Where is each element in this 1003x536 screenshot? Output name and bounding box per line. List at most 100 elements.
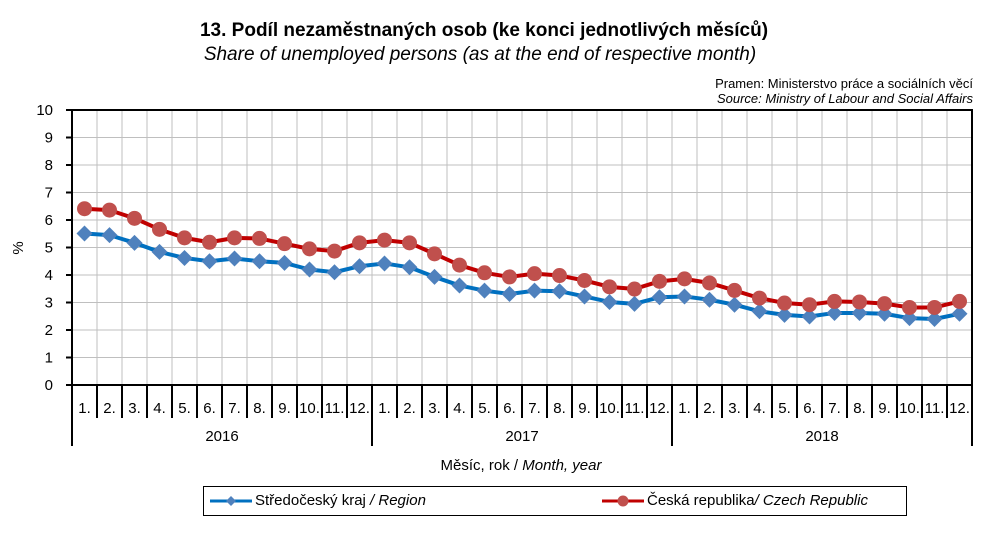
x-tick-label: 1. [78,400,91,417]
data-point-diamond [426,268,443,285]
y-tick-label: 2 [45,322,53,339]
x-tick-label: 2. [403,400,416,417]
x-tick-label: 9. [578,400,591,417]
data-point-circle [327,243,342,259]
y-tick-label: 7 [45,185,53,202]
x-tick-label: 12. [949,400,970,417]
x-tick-label: 4. [753,400,766,417]
data-point-circle [152,221,167,237]
data-point-circle [502,269,517,285]
data-point-circle [602,279,617,295]
x-axis-label-en: Month, year [522,457,602,474]
data-point-diamond [701,291,718,308]
x-tick-label: 2. [703,400,716,417]
x-tick-label: 8. [553,400,566,417]
y-tick-label: 0 [45,377,53,394]
data-point-circle [477,265,492,281]
source-en: Source: Ministry of Labour and Social Af… [716,91,973,106]
data-point-circle [677,271,692,287]
data-point-circle [827,293,842,309]
year-label: 2017 [505,428,538,445]
data-point-diamond [201,253,218,270]
y-tick-label: 10 [36,102,53,119]
legend-item-stredocesky: Středočeský kraj / Region [210,492,426,509]
circle-line-icon [602,495,644,506]
x-axis-label-cz: Měsíc, rok / [441,457,523,474]
x-tick-label: 12. [649,400,670,417]
x-tick-label: 2. [103,400,116,417]
data-point-diamond [326,264,343,281]
y-tick-label: 1 [45,350,53,367]
x-tick-label: 11. [625,400,645,417]
data-point-diamond [526,282,543,299]
data-point-circle [877,296,892,312]
x-tick-label: 3. [128,400,141,417]
data-point-diamond [826,304,843,321]
data-point-circle [252,230,267,246]
legend-item-ceska-republika: Česká republika / Czech Republic [602,492,868,509]
data-point-circle [77,201,92,217]
data-point-circle [702,275,717,291]
x-tick-label: 3. [728,400,741,417]
x-tick-label: 11. [325,400,345,417]
source-note: Pramen: Ministerstvo práce a sociálních … [715,76,973,106]
x-tick-label: 7. [528,400,541,417]
x-tick-label: 4. [153,400,166,417]
data-point-diamond [451,277,468,294]
x-tick-label: 6. [203,400,216,417]
y-axis: 0 1 2 3 4 5 6 7 8 9 10 [36,102,72,394]
x-tick-label: 11. [925,400,945,417]
x-tick-label: 4. [453,400,466,417]
x-tick-label: 10. [599,400,620,417]
data-point-circle [627,281,642,297]
data-point-diamond [101,227,118,244]
legend-label-en: / Region [370,492,426,509]
y-tick-label: 3 [45,295,53,312]
data-point-diamond [626,295,643,312]
y-tick-label: 6 [45,212,53,229]
data-point-diamond [401,259,418,276]
x-tick-label: 6. [503,400,516,417]
x-tick-label: 8. [853,400,866,417]
x-tick-label: 5. [778,400,791,417]
diamond-line-icon [210,495,252,506]
data-point-circle [402,235,417,251]
data-point-circle [377,232,392,248]
data-point-circle [452,257,467,273]
year-label: 2018 [805,428,838,445]
y-tick-label: 8 [45,157,53,174]
x-tick-label: 6. [803,400,816,417]
y-tick-label: 9 [45,130,53,147]
data-point-circle [177,230,192,246]
x-tick-label: 8. [253,400,266,417]
chart-subtitle: Share of unemployed persons (as at the e… [203,44,757,65]
data-point-circle [802,297,817,313]
x-tick-label: 5. [178,400,191,417]
y-tick-label: 4 [45,267,53,284]
data-point-diamond [951,305,968,322]
x-tick-label: 7. [828,400,841,417]
data-point-diamond [801,308,818,325]
data-point-circle [927,299,942,315]
data-point-diamond [76,225,93,242]
data-point-circle [552,268,567,284]
x-tick-label: 3. [428,400,441,417]
data-point-circle [777,295,792,311]
data-point-diamond [476,282,493,299]
data-point-diamond [651,289,668,306]
series-group [76,201,968,327]
data-point-diamond [126,234,143,251]
data-point-diamond [576,288,593,305]
data-point-diamond [226,250,243,267]
data-point-circle [352,235,367,251]
data-point-circle [277,236,292,252]
y-tick-label: 5 [45,240,53,257]
data-point-circle [302,241,317,257]
data-point-circle [102,202,117,218]
x-tick-label: 12. [349,400,370,417]
legend-label-cz: Středočeský kraj [255,492,366,509]
x-tick-label: 10. [299,400,320,417]
data-point-circle [752,290,767,306]
